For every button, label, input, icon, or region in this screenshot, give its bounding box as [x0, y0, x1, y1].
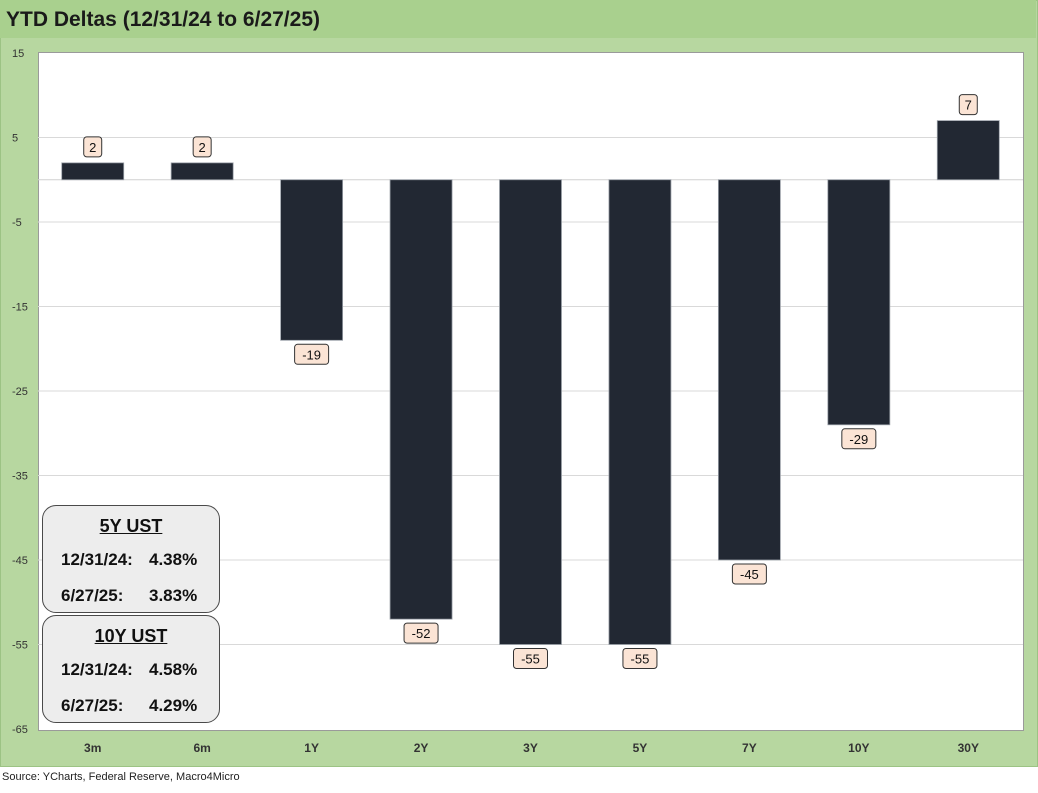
data-label-box: [513, 648, 548, 669]
x-tick-label: 6m: [193, 741, 210, 755]
x-tick-label: 3Y: [523, 741, 538, 755]
infobox-5y-ust: 5Y UST 12/31/24: 4.38% 6/27/25: 3.83%: [42, 505, 220, 613]
bar: [608, 179, 672, 645]
title-bar: YTD Deltas (12/31/24 to 6/27/25): [0, 0, 1036, 38]
infobox-title: 5Y UST: [99, 516, 163, 536]
y-tick-label: -55: [12, 640, 28, 652]
bar-chart: 15 5 -5 -15 -25 -35 -45 -55 -65 2 3m 2 6m -19 1Y -52 2Y -…: [12, 48, 1023, 755]
data-label-box: [83, 136, 103, 158]
bar: [280, 179, 344, 341]
data-label: 2: [199, 140, 206, 155]
chart-title: YTD Deltas (12/31/24 to 6/27/25): [6, 8, 320, 31]
data-label-box: [731, 563, 767, 585]
data-label-box: [403, 622, 439, 644]
x-tick-label: 2Y: [414, 741, 429, 755]
y-tick-label: 5: [12, 133, 18, 145]
infobox-date: 6/27/25:: [61, 586, 124, 605]
bar: [389, 179, 453, 620]
infobox-row: 12/31/24: 4.58%: [43, 660, 219, 680]
data-label: -29: [849, 432, 868, 447]
data-label-box: [294, 343, 330, 365]
bar: [827, 179, 891, 426]
x-tick-label: 7Y: [742, 741, 757, 755]
data-label-box: [841, 428, 877, 450]
x-tick-label: 1Y: [304, 741, 319, 755]
infobox-row: 6/27/25: 4.29%: [43, 696, 219, 716]
x-tick-label: 10Y: [848, 741, 869, 755]
data-label: 2: [89, 140, 96, 155]
data-label: -19: [302, 347, 321, 362]
x-tick-label: 5Y: [633, 741, 648, 755]
bar: [936, 120, 1000, 181]
y-tick-label: -5: [12, 217, 22, 229]
y-tick-label: -45: [12, 555, 28, 567]
infobox-value: 4.58%: [149, 660, 198, 679]
infobox-10y-ust: 10Y UST 12/31/24: 4.58% 6/27/25: 4.29%: [42, 615, 220, 723]
infobox-value: 3.83%: [149, 586, 198, 605]
bar: [717, 179, 781, 561]
data-label-box: [192, 136, 212, 158]
bar: [170, 162, 234, 181]
y-tick-label: -35: [12, 471, 28, 483]
y-tick-label: 15: [12, 48, 24, 60]
data-label: 7: [965, 98, 972, 113]
source-note: Source: YCharts, Federal Reserve, Macro4…: [2, 771, 240, 783]
infobox-date: 12/31/24:: [61, 660, 133, 679]
data-label-box: [622, 648, 658, 669]
y-tick-label: -65: [12, 724, 28, 736]
y-tick-label: -15: [12, 302, 28, 314]
x-tick-label: 3m: [84, 741, 101, 755]
infobox-value: 4.29%: [149, 696, 198, 715]
infobox-title: 10Y UST: [94, 626, 168, 646]
data-label: -45: [740, 567, 759, 582]
data-label: -52: [412, 626, 431, 641]
bar: [61, 162, 125, 181]
bar: [499, 179, 562, 645]
x-tick-label: 30Y: [958, 741, 979, 755]
infobox-row: 12/31/24: 4.38%: [43, 550, 219, 570]
data-label: -55: [521, 652, 540, 667]
data-label: -55: [631, 652, 650, 667]
infobox-date: 12/31/24:: [61, 550, 133, 569]
y-tick-label: -25: [12, 386, 28, 398]
infobox-value: 4.38%: [149, 550, 198, 569]
infobox-date: 6/27/25:: [61, 696, 124, 715]
infobox-row: 6/27/25: 3.83%: [43, 586, 219, 606]
data-label-box: [958, 94, 978, 116]
